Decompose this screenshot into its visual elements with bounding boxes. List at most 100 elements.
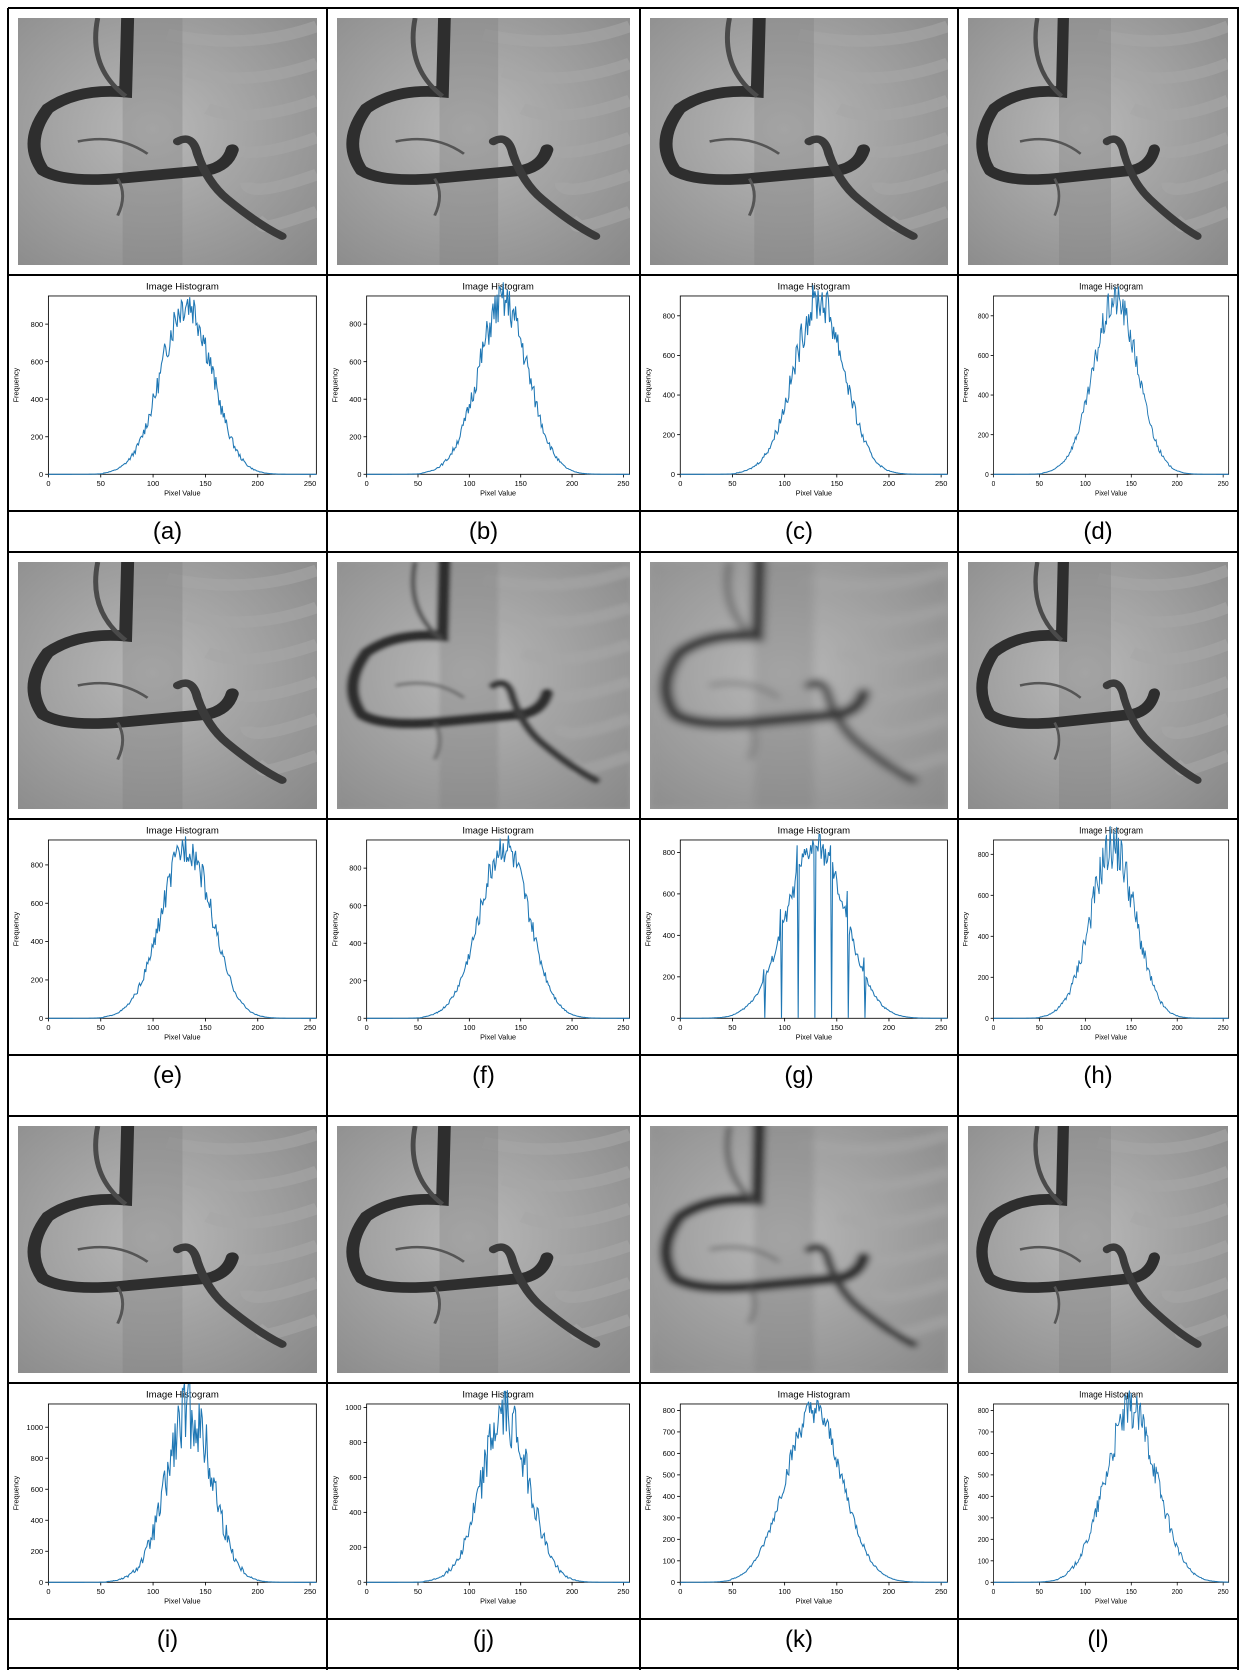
- x-tick-label: 100: [147, 479, 159, 488]
- y-tick-label: 600: [978, 353, 989, 360]
- y-tick-label: 0: [357, 470, 361, 479]
- histogram-line: [993, 826, 1229, 1019]
- y-tick-label: 200: [978, 432, 989, 439]
- grid-line: [326, 8, 328, 1670]
- x-tick-label: 200: [566, 479, 578, 488]
- histogram-line: [993, 286, 1229, 475]
- y-tick-label: 600: [31, 1485, 43, 1494]
- x-tick-label: 200: [566, 1587, 578, 1596]
- histogram-line: [680, 1399, 948, 1583]
- histogram-cell: Image Histogram 0 50 100 150 200 250 0 200 400 600…: [8, 1383, 327, 1619]
- panel-label: (h): [1083, 1062, 1113, 1089]
- angiogram-image: [968, 1126, 1228, 1373]
- y-tick-label: 800: [31, 1454, 43, 1463]
- histogram-line: [366, 282, 630, 475]
- histogram-line: [366, 1390, 630, 1583]
- angiogram-image: [650, 1126, 948, 1373]
- y-tick-label: 300: [978, 1515, 989, 1522]
- angiogram-frame: [650, 1126, 948, 1373]
- angiogram-frame: [337, 1126, 630, 1373]
- histogram-cell: Image Histogram 0 50 100 150 200 250 0 200 400 600…: [8, 819, 327, 1055]
- y-tick-label: 300: [663, 1513, 675, 1522]
- x-tick-label: 100: [1080, 481, 1091, 488]
- plot-frame: [993, 839, 1230, 1019]
- angiogram-image: [968, 18, 1228, 265]
- y-axis-label: Frequency: [963, 911, 970, 946]
- x-tick-label: 150: [515, 1587, 527, 1596]
- x-tick-label: 150: [831, 479, 843, 488]
- y-tick-label: 100: [978, 1558, 989, 1565]
- x-tick-label: 200: [1172, 1025, 1183, 1032]
- x-axis-label: Pixel Value: [164, 488, 201, 497]
- x-tick-label: 250: [1218, 1025, 1229, 1032]
- plot-frame: [47, 839, 317, 1019]
- y-tick-label: 200: [349, 976, 361, 985]
- angiogram-image: [968, 562, 1228, 809]
- x-tick-label: 150: [1126, 1589, 1137, 1596]
- x-tick-label: 150: [199, 1023, 211, 1032]
- x-tick-label: 100: [778, 1587, 790, 1596]
- angiogram-frame: [337, 562, 630, 809]
- x-tick-label: 250: [304, 1587, 316, 1596]
- y-tick-label: 200: [663, 430, 675, 439]
- histogram-line: [366, 835, 630, 1019]
- x-tick-label: 250: [617, 1023, 629, 1032]
- image-cell: [8, 552, 327, 819]
- x-tick-label: 200: [252, 479, 264, 488]
- histogram-plot: Image Histogram 0 50 100 150 200 250 0 200 400 600…: [12, 282, 317, 497]
- x-tick-label: 0: [365, 1023, 369, 1032]
- histogram-plot: Image Histogram 0 50 100 150 200 250 0 100 200 300…: [644, 1390, 948, 1605]
- image-cell: [640, 1116, 958, 1383]
- angiogram-frame: [650, 562, 948, 809]
- panel-label: (e): [152, 1062, 183, 1089]
- y-tick-label: 600: [349, 901, 361, 910]
- x-tick-label: 50: [1036, 1589, 1043, 1596]
- angiogram-frame: [650, 18, 948, 265]
- histogram-title: Image Histogram: [146, 826, 219, 837]
- y-axis-label: Frequency: [963, 1475, 970, 1510]
- y-tick-label: 600: [663, 1449, 675, 1458]
- angiogram-image: [18, 562, 317, 809]
- histogram-cell: Image Histogram 0 50 100 150 200 250 0 100 200 300…: [640, 1383, 958, 1619]
- grid-line: [957, 8, 959, 1670]
- y-tick-label: 400: [31, 937, 43, 946]
- y-tick-label: 0: [39, 470, 43, 479]
- y-tick-label: 500: [978, 1472, 989, 1479]
- grid-line: [8, 1054, 1239, 1056]
- x-tick-label: 0: [992, 1589, 996, 1596]
- x-tick-label: 150: [515, 479, 527, 488]
- x-tick-label: 150: [831, 1023, 843, 1032]
- x-tick-label: 150: [199, 1587, 211, 1596]
- y-axis-label: Frequency: [644, 368, 653, 403]
- x-tick-label: 50: [414, 1023, 422, 1032]
- histogram-cell: Image Histogram 0 50 100 150 200 250 0 200 400 600…: [327, 819, 640, 1055]
- y-axis-label: Frequency: [644, 1476, 653, 1511]
- y-axis-label: Frequency: [12, 368, 21, 403]
- x-tick-label: 250: [617, 1587, 629, 1596]
- y-tick-label: 800: [978, 313, 989, 320]
- x-tick-label: 50: [728, 1587, 736, 1596]
- histogram-plot: Image Histogram 0 50 100 150 200 250 0 200 400 600…: [330, 281, 630, 497]
- y-tick-label: 600: [349, 1473, 361, 1482]
- y-axis-label: Frequency: [963, 367, 970, 402]
- histogram-plot: Image Histogram 0 50 100 150 200 250 0 200 400 600…: [963, 281, 1230, 497]
- histogram-title: Image Histogram: [1079, 281, 1143, 292]
- y-tick-label: 800: [978, 1408, 989, 1415]
- y-tick-label: 200: [31, 976, 43, 985]
- panel-label: (c): [785, 518, 813, 545]
- angiogram-frame: [337, 18, 630, 265]
- histogram-title: Image Histogram: [1079, 825, 1143, 836]
- y-axis-label: Frequency: [644, 912, 653, 947]
- histogram-cell: Image Histogram 0 50 100 150 200 250 0 200 400 600…: [640, 275, 958, 511]
- y-tick-label: 1000: [345, 1403, 361, 1412]
- x-tick-label: 250: [1218, 1589, 1229, 1596]
- x-axis-label: Pixel Value: [480, 488, 516, 497]
- y-tick-label: 800: [349, 1438, 361, 1447]
- histogram-cell: Image Histogram 0 50 100 150 200 250 0 200 400 600…: [327, 275, 640, 511]
- x-axis-label: Pixel Value: [1095, 1034, 1127, 1041]
- histogram-plot: Image Histogram 0 50 100 150 200 250 0 200 400 600…: [12, 826, 317, 1041]
- x-tick-label: 200: [883, 1587, 895, 1596]
- x-tick-label: 250: [935, 1587, 947, 1596]
- image-cell: [8, 1116, 327, 1383]
- angiogram-frame: [968, 1126, 1228, 1373]
